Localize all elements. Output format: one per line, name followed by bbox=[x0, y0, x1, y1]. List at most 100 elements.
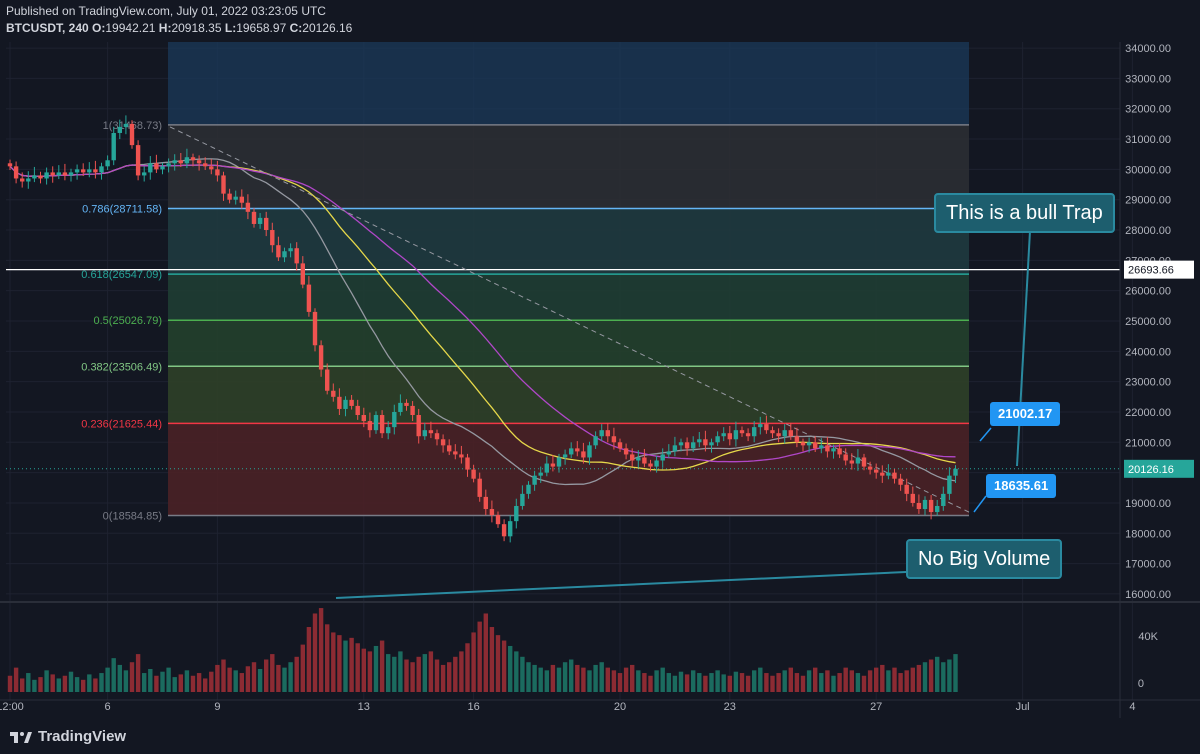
candle-body bbox=[575, 448, 580, 452]
volume-bar bbox=[282, 667, 287, 692]
volume-bar bbox=[318, 608, 324, 692]
candle-body bbox=[806, 442, 812, 446]
volume-bar bbox=[648, 675, 653, 692]
high-price-box[interactable]: 21002.17 bbox=[990, 402, 1061, 426]
candle-body bbox=[739, 430, 745, 434]
volume-bar bbox=[684, 674, 690, 692]
price-tick-label: 19000.00 bbox=[1125, 498, 1171, 510]
volume-bar bbox=[459, 651, 464, 692]
volume-bar bbox=[910, 667, 915, 692]
candle-body bbox=[648, 463, 653, 467]
volume-bar bbox=[288, 662, 293, 692]
candle-body bbox=[105, 160, 110, 167]
candle-body bbox=[855, 457, 861, 464]
volume-bar bbox=[325, 624, 330, 692]
fib-zone-extension bbox=[168, 42, 969, 125]
candle-body bbox=[562, 454, 568, 458]
fib-level-label: 0.786(28711.58) bbox=[82, 203, 162, 215]
time-tick-label: 6 bbox=[105, 701, 111, 713]
candle-body bbox=[386, 427, 391, 434]
candle-body bbox=[752, 427, 757, 437]
volume-bar bbox=[617, 673, 623, 692]
candle-body bbox=[93, 169, 98, 173]
fib-zone bbox=[168, 274, 969, 321]
volume-bar bbox=[373, 645, 379, 692]
volume-bar bbox=[550, 664, 556, 692]
price-tick-label: 25000.00 bbox=[1125, 316, 1171, 328]
volume-bar bbox=[343, 640, 348, 692]
volume-bar bbox=[514, 651, 519, 692]
close-label: C: bbox=[289, 21, 303, 35]
candle-body bbox=[87, 169, 92, 173]
volume-bar bbox=[99, 673, 104, 692]
candle-body bbox=[526, 484, 531, 494]
price-tick-label: 26000.00 bbox=[1125, 286, 1171, 298]
tradingview-logo[interactable]: TradingView bbox=[10, 728, 126, 745]
candle-body bbox=[501, 524, 507, 537]
candle-body bbox=[349, 399, 354, 406]
candle-body bbox=[203, 163, 208, 167]
close-value: 20126.16 bbox=[302, 21, 353, 35]
candle-body bbox=[782, 430, 787, 437]
candle-body bbox=[831, 448, 836, 452]
volume-bar bbox=[154, 675, 159, 692]
volume-bar bbox=[434, 659, 440, 692]
price-tick-label: 34000.00 bbox=[1125, 43, 1171, 55]
candle-body bbox=[7, 163, 13, 167]
volume-bar bbox=[306, 627, 312, 692]
candle-body bbox=[251, 211, 257, 224]
volume-bar bbox=[361, 648, 366, 692]
volume-bar bbox=[922, 662, 928, 692]
volume-bar bbox=[788, 667, 793, 692]
brand-name: TradingView bbox=[38, 728, 127, 745]
volume-bar bbox=[117, 664, 122, 692]
candle-body bbox=[50, 172, 55, 176]
volume-bar bbox=[465, 643, 470, 692]
time-tick-label: 12:00 bbox=[0, 701, 24, 713]
low-price-box[interactable]: 18635.61 bbox=[986, 474, 1057, 498]
volume-bar bbox=[13, 667, 19, 692]
volume-bar bbox=[428, 651, 434, 692]
fib-zone bbox=[168, 366, 969, 424]
candle-body bbox=[825, 445, 830, 452]
no-big-volume-callout[interactable]: No Big Volume bbox=[906, 539, 1063, 579]
volume-bar bbox=[337, 635, 342, 692]
price-tick-label: 22000.00 bbox=[1125, 407, 1171, 419]
candle-body bbox=[483, 496, 488, 510]
volume-bar bbox=[166, 667, 171, 692]
candle-body bbox=[123, 123, 129, 127]
candle-body bbox=[898, 478, 903, 485]
candle-body bbox=[209, 166, 214, 170]
volume-bar bbox=[331, 632, 336, 692]
price-tick-label: 33000.00 bbox=[1125, 73, 1171, 85]
volume-bar bbox=[196, 673, 202, 692]
volume-bar bbox=[410, 662, 415, 692]
bull-trap-callout[interactable]: This is a bull Trap bbox=[934, 193, 1115, 233]
fib-level-label: 0.236(21625.44) bbox=[81, 418, 162, 430]
volume-bar bbox=[886, 670, 891, 692]
volume-bar bbox=[355, 643, 360, 692]
candle-body bbox=[337, 396, 342, 409]
volume-bar bbox=[221, 659, 226, 692]
volume-bar bbox=[642, 673, 647, 692]
candle-body bbox=[300, 263, 305, 285]
volume-bar bbox=[50, 674, 55, 692]
volume-bar bbox=[142, 673, 147, 692]
volume-bar bbox=[312, 613, 318, 692]
candle-body bbox=[111, 132, 116, 161]
candle-body bbox=[520, 493, 525, 506]
candle-body bbox=[294, 248, 299, 264]
candle-body bbox=[288, 248, 293, 252]
high-value: 20918.35 bbox=[171, 21, 222, 35]
volume-bar bbox=[111, 658, 116, 692]
candle-body bbox=[276, 245, 281, 258]
horizontal-price-tag-label: 26693.66 bbox=[1128, 265, 1174, 277]
candle-body bbox=[392, 411, 397, 428]
volume-bar bbox=[904, 670, 909, 692]
volume-bar bbox=[739, 673, 745, 692]
volume-bar bbox=[148, 668, 153, 692]
candle-body bbox=[941, 493, 946, 506]
volume-bar bbox=[544, 670, 549, 692]
volume-bar bbox=[453, 656, 458, 692]
